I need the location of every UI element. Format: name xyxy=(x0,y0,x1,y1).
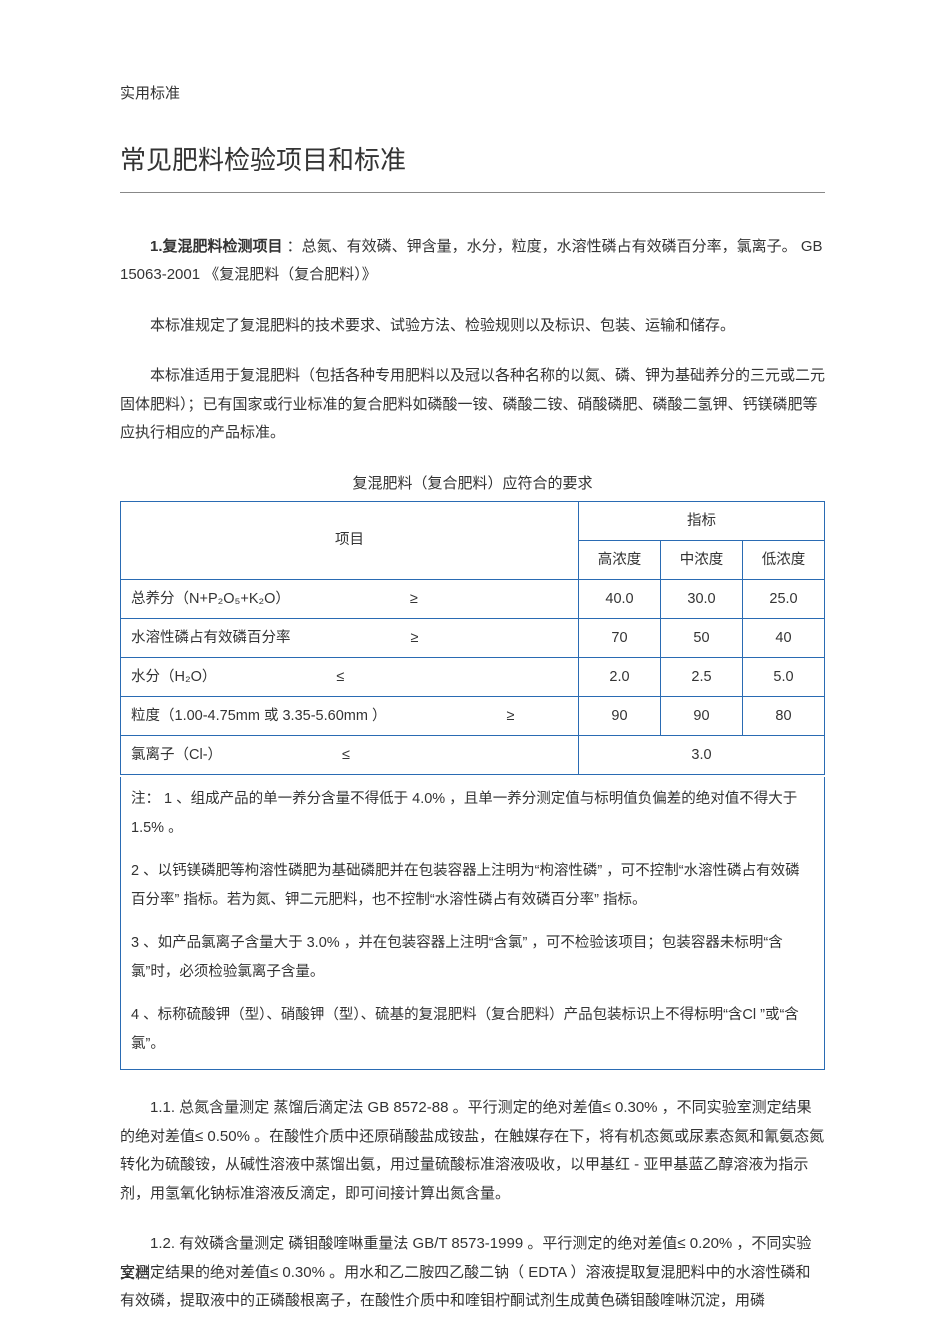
table-notes: 注： 1 、组成产品的单一养分含量不得低于 4.0% ，且单一养分测定值与标明值… xyxy=(120,777,825,1070)
row1-v3: 25.0 xyxy=(743,579,825,618)
note-1: 注： 1 、组成产品的单一养分含量不得低于 4.0% ，且单一养分测定值与标明值… xyxy=(131,785,814,843)
note-3: 3 、如产品氯离子含量大于 3.0% ，并在包装容器上注明“含氯” ，可不检验该… xyxy=(131,929,814,987)
section-1-2: 1.2. 有效磷含量测定 磷钼酸喹啉重量法 GB/T 8573-1999 。平行… xyxy=(120,1230,825,1316)
row3-v2: 2.5 xyxy=(661,658,743,697)
row4-v3: 80 xyxy=(743,697,825,736)
table-caption: 复混肥料（复合肥料）应符合的要求 xyxy=(120,470,825,497)
note-2: 2 、以钙镁磷肥等枸溶性磷肥为基础磷肥并在包装容器上注明为“枸溶性磷” ，可不控… xyxy=(131,857,814,915)
row4-v2: 90 xyxy=(661,697,743,736)
table-header-row-1: 项目 指标 xyxy=(121,501,825,540)
note-4: 4 、标称硫酸钾（型）、硝酸钾（型）、硫基的复混肥料（复合肥料）产品包装标识上不… xyxy=(131,1001,814,1059)
row4-item: 粒度（1.00-4.75mm 或 3.35-5.60mm ）≥ xyxy=(121,697,579,736)
row1-v1: 40.0 xyxy=(579,579,661,618)
row1-v2: 30.0 xyxy=(661,579,743,618)
row2-v1: 70 xyxy=(579,619,661,658)
table-row: 水分（H₂O）≤ 2.0 2.5 5.0 xyxy=(121,658,825,697)
row3-v1: 2.0 xyxy=(579,658,661,697)
intro-paragraph-3: 本标准适用于复混肥料（包括各种专用肥料以及冠以各种名称的以氮、磷、钾为基础养分的… xyxy=(120,362,825,448)
page-footer-label: 文档 xyxy=(120,1260,150,1287)
row1-item: 总养分（N+P₂O₅+K₂O）≥ xyxy=(121,579,579,618)
row3-item: 水分（H₂O）≤ xyxy=(121,658,579,697)
th-project: 项目 xyxy=(121,501,579,579)
intro1-bold: 1.复混肥料检测项目 xyxy=(150,238,283,255)
page-header-label: 实用标准 xyxy=(120,80,825,107)
th-mid: 中浓度 xyxy=(661,540,743,579)
section-1-1: 1.1. 总氮含量测定 蒸馏后滴定法 GB 8572-88 。平行测定的绝对差值… xyxy=(120,1094,825,1208)
th-low: 低浓度 xyxy=(743,540,825,579)
row5-item: 氯离子（Cl-）≤ xyxy=(121,736,579,775)
table-row: 水溶性磷占有效磷百分率≥ 70 50 40 xyxy=(121,619,825,658)
spec-table: 项目 指标 高浓度 中浓度 低浓度 总养分（N+P₂O₅+K₂O）≥ 40.0 … xyxy=(120,501,825,776)
row2-item: 水溶性磷占有效磷百分率≥ xyxy=(121,619,579,658)
th-high: 高浓度 xyxy=(579,540,661,579)
row2-v2: 50 xyxy=(661,619,743,658)
table-row: 总养分（N+P₂O₅+K₂O）≥ 40.0 30.0 25.0 xyxy=(121,579,825,618)
row2-v3: 40 xyxy=(743,619,825,658)
table-row: 粒度（1.00-4.75mm 或 3.35-5.60mm ）≥ 90 90 80 xyxy=(121,697,825,736)
row3-v3: 5.0 xyxy=(743,658,825,697)
intro-paragraph-1: 1.复混肥料检测项目 ：总氮、有效磷、钾含量，水分，粒度，水溶性磷占有效磷百分率… xyxy=(120,233,825,290)
row4-v1: 90 xyxy=(579,697,661,736)
row5-merged: 3.0 xyxy=(579,736,825,775)
th-indicator: 指标 xyxy=(579,501,825,540)
page-title: 常见肥料检验项目和标准 xyxy=(120,137,825,184)
intro-paragraph-2: 本标准规定了复混肥料的技术要求、试验方法、检验规则以及标识、包装、运输和储存。 xyxy=(120,312,825,341)
table-row: 氯离子（Cl-）≤ 3.0 xyxy=(121,736,825,775)
title-underline xyxy=(120,192,825,193)
